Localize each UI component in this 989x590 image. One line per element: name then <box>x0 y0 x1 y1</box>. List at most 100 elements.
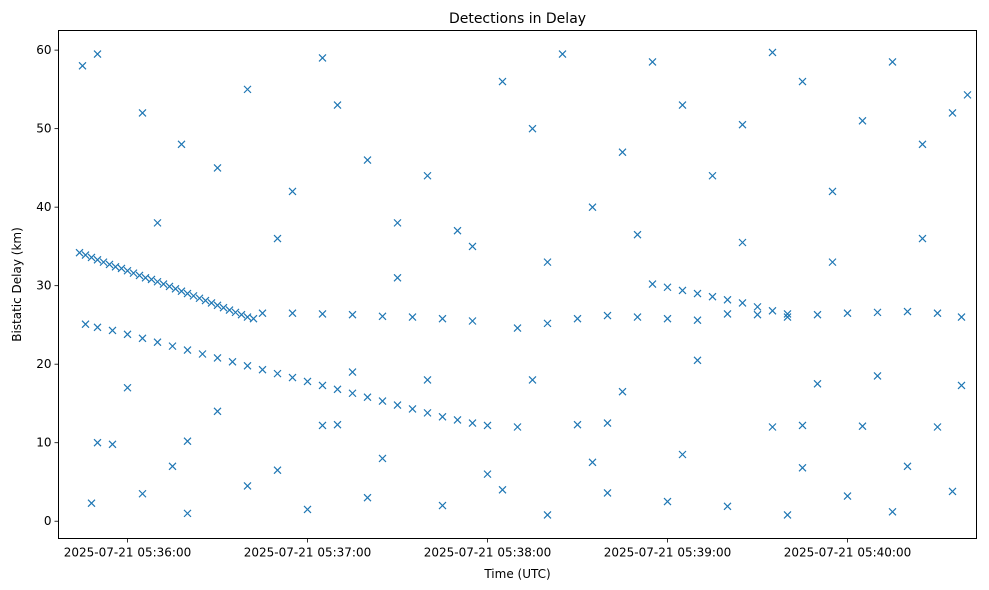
data-point <box>177 140 186 149</box>
data-point <box>693 316 702 325</box>
data-point <box>318 310 327 318</box>
data-point <box>183 289 192 298</box>
data-point <box>957 381 966 390</box>
data-point <box>303 505 312 514</box>
data-point <box>528 124 537 133</box>
data-point <box>783 511 792 519</box>
y-tick-label: 10 <box>36 436 51 450</box>
data-point <box>723 310 732 318</box>
data-point <box>798 77 807 86</box>
data-point <box>243 361 252 370</box>
data-point <box>195 294 204 303</box>
data-point <box>363 493 372 502</box>
data-point <box>828 187 837 196</box>
data-point <box>528 375 537 384</box>
data-point <box>798 463 807 472</box>
data-point <box>663 497 672 506</box>
data-point <box>888 57 897 66</box>
data-point <box>213 163 222 172</box>
data-point <box>723 295 732 304</box>
data-point <box>603 311 612 320</box>
data-point <box>483 470 492 479</box>
data-point <box>288 373 297 382</box>
data-point <box>93 323 102 332</box>
data-point <box>768 306 777 315</box>
data-point <box>198 350 207 358</box>
data-point <box>858 422 867 431</box>
y-tick-label: 60 <box>36 43 51 57</box>
data-point <box>288 309 297 318</box>
data-point <box>93 50 102 58</box>
data-point <box>663 283 672 292</box>
data-point <box>753 310 762 319</box>
data-point <box>393 401 402 409</box>
data-point <box>123 330 132 339</box>
data-point <box>363 156 372 164</box>
data-point <box>903 462 912 471</box>
data-point <box>87 253 96 262</box>
data-point <box>678 450 687 459</box>
data-point <box>693 289 702 298</box>
data-point <box>153 218 162 227</box>
data-point <box>957 313 966 322</box>
data-point <box>828 258 837 267</box>
data-point <box>633 230 642 239</box>
data-point <box>183 509 192 518</box>
data-point <box>603 419 612 428</box>
data-point <box>105 260 114 269</box>
data-point <box>141 273 150 282</box>
data-point <box>783 310 792 318</box>
data-point <box>603 489 612 497</box>
data-point <box>723 502 732 511</box>
data-point <box>189 291 198 300</box>
data-point <box>843 492 852 501</box>
plot-marks <box>75 48 972 519</box>
data-point <box>318 381 327 390</box>
data-point <box>648 280 657 289</box>
x-tick-label: 2025-07-21 05:40:00 <box>784 546 911 560</box>
data-point <box>858 116 867 125</box>
data-point <box>87 499 96 508</box>
data-point <box>273 369 282 378</box>
data-point <box>768 48 777 57</box>
data-point <box>168 342 177 351</box>
data-point <box>933 423 942 431</box>
data-point <box>93 255 102 264</box>
data-point <box>918 140 927 149</box>
data-point <box>423 375 432 384</box>
x-tick-label: 2025-07-21 05:36:00 <box>64 546 191 560</box>
data-point <box>207 299 216 307</box>
y-tick-label: 40 <box>36 200 51 214</box>
data-point <box>249 314 258 323</box>
data-point <box>135 271 144 280</box>
data-point <box>408 313 417 322</box>
data-point <box>168 462 177 471</box>
data-point <box>453 416 462 424</box>
data-point <box>798 421 807 430</box>
data-point <box>333 420 342 429</box>
data-point <box>231 308 240 317</box>
data-point <box>138 109 147 117</box>
data-point <box>78 61 87 70</box>
data-point <box>588 458 597 467</box>
data-point <box>693 356 702 365</box>
data-point <box>225 306 234 314</box>
data-point <box>438 314 447 323</box>
data-point <box>738 238 747 247</box>
data-point <box>558 50 567 58</box>
data-point <box>243 481 252 490</box>
data-point <box>753 302 762 311</box>
y-tick-label: 0 <box>44 514 52 528</box>
data-point <box>201 296 210 305</box>
data-point <box>543 319 552 328</box>
data-point <box>423 408 432 417</box>
data-point <box>813 379 822 388</box>
data-point <box>378 312 387 321</box>
data-point <box>408 405 417 413</box>
data-point <box>738 120 747 129</box>
data-point <box>663 314 672 323</box>
data-point <box>303 377 312 386</box>
data-point <box>75 248 84 257</box>
